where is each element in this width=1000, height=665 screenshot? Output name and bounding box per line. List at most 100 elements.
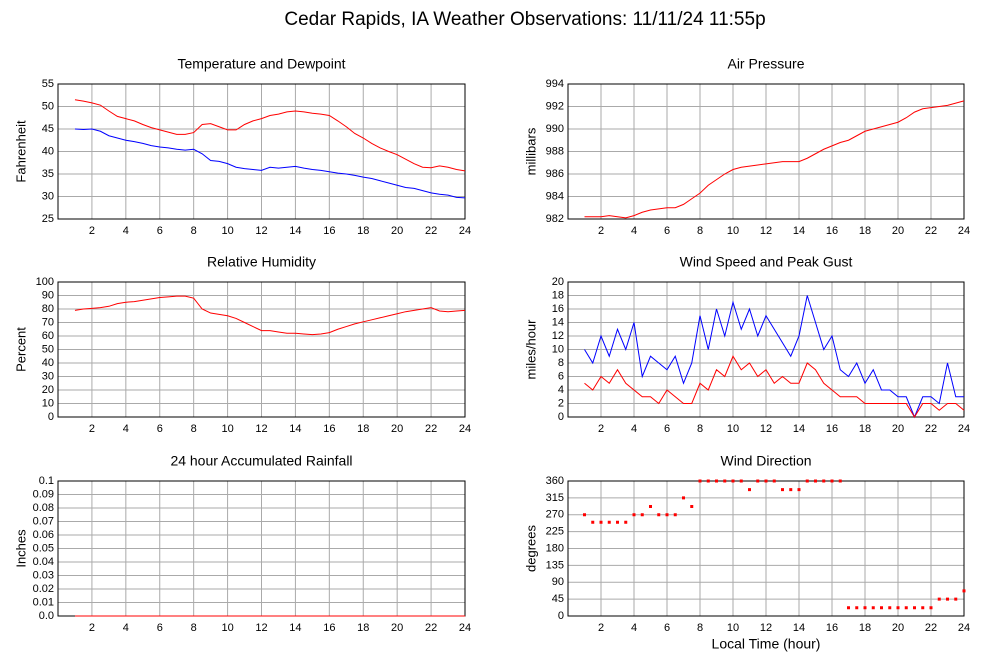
data-point [805,479,809,483]
y-tick-label: 60 [42,330,54,342]
x-tick-label: 2 [89,622,95,634]
y-axis-label: degrees [523,525,538,572]
y-axis-label: Inches [13,529,28,568]
x-tick-label: 2 [598,622,604,634]
x-tick-label: 24 [958,622,970,634]
data-point [764,479,768,483]
y-tick-label: 16 [552,303,564,315]
chart-title: Relative Humidity [207,254,316,270]
x-tick-label: 12 [760,225,772,237]
x-tick-label: 10 [727,423,739,435]
x-tick-label: 14 [793,423,805,435]
y-tick-label: 40 [42,357,54,369]
data-point [863,606,867,610]
y-tick-label: 360 [546,475,564,487]
x-tick-label: 14 [793,225,805,237]
y-tick-label: 990 [546,123,564,135]
y-tick-label: 0.01 [33,596,54,608]
y-tick-label: 315 [546,492,564,504]
data-point [830,479,834,483]
x-tick-label: 8 [697,622,703,634]
y-tick-label: 0.06 [33,529,54,541]
y-tick-label: 70 [42,316,54,328]
x-tick-label: 12 [255,622,267,634]
y-tick-label: 0.0 [39,610,54,622]
x-tick-label: 22 [425,423,437,435]
y-tick-label: 4 [558,384,564,396]
x-tick-label: 6 [664,225,670,237]
x-tick-label: 24 [958,423,970,435]
x-tick-label: 4 [123,622,129,634]
y-tick-label: 0.04 [33,556,54,568]
y-tick-label: 25 [42,213,54,225]
y-tick-label: 0 [48,411,54,423]
data-point [871,606,875,610]
x-tick-label: 8 [697,423,703,435]
data-point [739,479,743,483]
x-tick-label: 10 [221,423,233,435]
y-tick-label: 80 [42,303,54,315]
x-tick-label: 10 [727,622,739,634]
y-axis-label: Fahrenheit [13,120,28,183]
data-point [781,488,784,492]
data-line [584,355,965,418]
data-point [715,479,718,483]
y-tick-label: 35 [42,168,54,180]
data-point [632,513,636,517]
x-tick-label: 6 [664,423,670,435]
data-point [706,479,710,483]
data-point [583,513,586,517]
x-tick-label: 2 [598,423,604,435]
y-tick-label: 10 [42,397,54,409]
data-point [698,479,702,483]
data-point [913,606,916,610]
data-point [599,520,603,524]
data-point [896,606,900,610]
y-axis-label: miles/hour [523,319,538,380]
x-tick-label: 8 [191,225,197,237]
y-tick-label: 0.08 [33,502,54,514]
data-line [74,99,466,172]
y-tick-label: 0.03 [33,569,54,581]
x-tick-label: 4 [631,622,637,634]
data-point [731,479,735,483]
data-line [74,128,466,199]
y-tick-label: 90 [42,289,54,301]
x-tick-label: 8 [191,622,197,634]
x-tick-label: 6 [157,622,163,634]
x-tick-label: 8 [697,225,703,237]
y-tick-label: 40 [42,145,54,157]
x-tick-label: 16 [323,622,335,634]
x-tick-label: 8 [191,423,197,435]
data-point [855,606,859,610]
x-tick-label: 20 [391,225,403,237]
x-tick-label: 24 [958,225,970,237]
data-point [814,479,817,483]
data-line [584,295,964,419]
y-tick-label: 2 [558,397,564,409]
x-tick-label: 18 [357,423,369,435]
x-tick-label: 22 [425,622,437,634]
x-tick-label: 20 [391,622,403,634]
x-tick-label: 12 [760,423,772,435]
data-point [607,520,611,524]
x-tick-label: 14 [289,622,301,634]
y-tick-label: 14 [552,316,564,328]
x-tick-label: 6 [664,622,670,634]
y-tick-label: 55 [42,78,54,90]
x-tick-label: 12 [760,622,772,634]
data-point [797,488,801,492]
x-tick-label: 4 [123,225,129,237]
y-tick-label: 180 [546,542,564,554]
x-tick-label: 6 [157,225,163,237]
x-tick-label: 18 [357,622,369,634]
plot-frame [567,281,965,418]
y-tick-label: 0.02 [33,583,54,595]
x-tick-label: 16 [826,622,838,634]
data-point [657,513,661,517]
data-line [584,100,965,219]
page-title: Cedar Rapids, IA Weather Observations: 1… [284,9,765,30]
data-point [624,520,628,524]
